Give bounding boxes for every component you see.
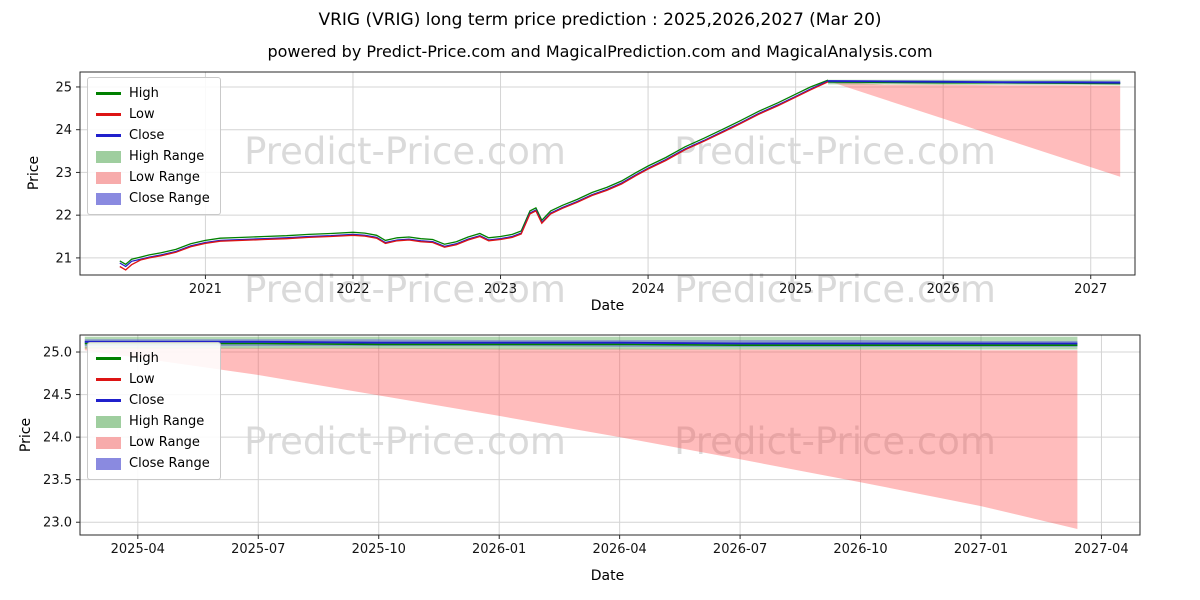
y-tick-label: 24	[55, 123, 72, 138]
legend-label: Low Range	[129, 435, 200, 450]
legend-label: High	[129, 351, 159, 366]
x-tick-label: 2027	[1074, 282, 1107, 297]
close-forecast-line	[84, 340, 1078, 345]
high-line-swatch	[96, 357, 121, 360]
x-tick-label: 2025	[779, 282, 812, 297]
y-tick-label: 21	[55, 251, 72, 266]
high-range-swatch	[96, 150, 121, 163]
y-tick-label: 24.0	[43, 431, 72, 446]
high-forecast-line	[84, 342, 1078, 346]
legend-item-close: Close	[96, 125, 210, 146]
x-tick-label: 2027-01	[954, 542, 1008, 557]
y-axis-label-top: Price	[26, 155, 42, 191]
legend-item-high: High	[96, 83, 210, 104]
legend-label: Close	[129, 393, 165, 408]
x-tick-label: 2026-07	[713, 542, 767, 557]
close-line-swatch	[96, 134, 121, 137]
legend-label: High Range	[129, 149, 205, 164]
legend-label: High Range	[129, 414, 205, 429]
legend-item-low: Low	[96, 104, 210, 125]
low-history-line	[119, 81, 829, 271]
x-tick-label: 2024	[632, 282, 665, 297]
legend-label: High	[129, 86, 159, 101]
y-tick-label: 24.5	[43, 388, 72, 403]
x-axis-label-bottom: Date	[590, 568, 625, 584]
low-range-band	[828, 81, 1121, 177]
legend-item-high-range: High Range	[96, 146, 210, 167]
close-forecast-line	[828, 80, 1121, 84]
close-history-line	[119, 80, 829, 268]
low-line-swatch	[96, 113, 121, 116]
y-tick-label: 23.5	[43, 473, 72, 488]
page-subtitle: powered by Predict-Price.com and Magical…	[267, 42, 933, 61]
high-range-swatch	[96, 415, 121, 428]
y-axis-label-bottom: Price	[18, 417, 34, 453]
close-line-swatch	[96, 399, 121, 402]
legend-item-close: Close	[96, 390, 210, 411]
legend-label: Low Range	[129, 170, 200, 185]
y-tick-label: 23	[55, 166, 72, 181]
x-tick-label: 2026-04	[592, 542, 646, 557]
x-tick-label: 2027-04	[1074, 542, 1128, 557]
x-tick-label: 2025-10	[352, 542, 406, 557]
legend-item-high: High	[96, 348, 210, 369]
legend-item-low: Low	[96, 369, 210, 390]
low-range-band	[84, 346, 1078, 529]
high-line-swatch	[96, 92, 121, 95]
prediction-zoom-chart: 2025-04 2025-07 2025-10 2026-01 2026-04 2026-…	[43, 334, 1141, 557]
legend-item-high-range: High Range	[96, 411, 210, 432]
low-line-swatch	[96, 378, 121, 381]
low-range-swatch	[96, 171, 121, 184]
x-tick-label: 2025-04	[111, 542, 165, 557]
x-tick-label: 2026-01	[472, 542, 526, 557]
legend-item-low-range: Low Range	[96, 432, 210, 453]
legend-item-low-range: Low Range	[96, 167, 210, 188]
x-tick-label: 2026-10	[833, 542, 887, 557]
legend-label: Low	[129, 107, 155, 122]
legend-item-close-range: Close Range	[96, 453, 210, 474]
page-title: VRIG (VRIG) long term price prediction :…	[318, 10, 882, 30]
x-tick-label: 2021	[189, 282, 222, 297]
close-range-swatch	[96, 457, 121, 470]
x-tick-label: 2022	[336, 282, 369, 297]
y-tick-label: 23.0	[43, 516, 72, 531]
legend-label: Close Range	[129, 191, 210, 206]
y-tick-label: 25	[55, 80, 72, 95]
x-tick-label: 2023	[484, 282, 517, 297]
x-tick-label: 2025-07	[231, 542, 285, 557]
legend-item-close-range: Close Range	[96, 188, 210, 209]
legend-label: Close	[129, 128, 165, 143]
y-tick-label: 22	[55, 209, 72, 224]
close-range-swatch	[96, 192, 121, 205]
legend-bottom: High Low Close High Range Low Range Clos…	[87, 342, 221, 480]
low-range-swatch	[96, 436, 121, 449]
legend-label: Low	[129, 372, 155, 387]
y-tick-label: 25.0	[43, 346, 72, 361]
x-axis-label-top: Date	[590, 298, 625, 314]
price-history-chart: 2021 2022 2023 2024 2025 2026 2027 21 22 23 24 25	[55, 71, 1136, 297]
x-tick-label: 2026	[927, 282, 960, 297]
high-history-line	[119, 79, 829, 266]
legend-label: Close Range	[129, 456, 210, 471]
legend-top: High Low Close High Range Low Range Clos…	[87, 77, 221, 215]
